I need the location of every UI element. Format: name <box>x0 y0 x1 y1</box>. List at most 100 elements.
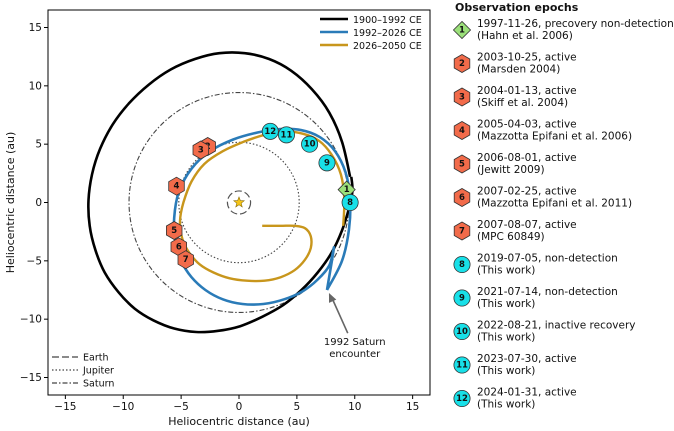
epoch-legend-marker-12-number: 12 <box>456 394 468 404</box>
observation-marker-12-shape <box>261 122 279 140</box>
epoch-legend-marker-1-number: 1 <box>459 26 465 36</box>
orbit-series-2 <box>172 127 352 306</box>
epoch-legend-date-2: 2003-10-25, active <box>477 52 577 64</box>
epoch-legend-marker-4: 4 <box>453 121 471 140</box>
observation-marker-4: 4 <box>168 176 185 196</box>
plot-area: 1992 Saturnencounter123456789101112 <box>87 51 386 360</box>
observation-marker-4-number: 4 <box>174 182 180 192</box>
observation-marker-8: 8 <box>341 193 359 211</box>
epoch-legend-date-3: 2004-01-13, active <box>477 85 577 97</box>
epoch-legend-marker-4-shape <box>453 121 471 140</box>
annotation-arrow-shaft <box>331 297 349 334</box>
epoch-legend: Observation epochs 1 1997-11-26, precovery… <box>452 1 674 411</box>
y-tick-label: 5 <box>35 139 42 151</box>
orbit-series-1 <box>87 51 354 334</box>
epoch-legend-marker-11-shape <box>453 356 471 374</box>
epoch-legend-marker-1: 1 <box>452 20 472 40</box>
epoch-legend-marker-10-number: 10 <box>456 327 468 337</box>
y-tick-label: 0 <box>35 197 42 209</box>
epoch-legend-marker-6-number: 6 <box>459 193 465 203</box>
annotation-text-line1: 1992 Saturn <box>324 337 386 348</box>
observation-marker-3-shape <box>192 140 210 160</box>
observation-marker-5-number: 5 <box>171 226 177 236</box>
epoch-legend-date-4: 2005-04-03, active <box>477 119 577 131</box>
epoch-legend-marker-8: 8 <box>453 255 471 273</box>
observation-marker-12-number: 12 <box>264 127 276 137</box>
orbit-legend-label-3: 2026–2050 CE <box>353 41 422 52</box>
epoch-legend-marker-11: 11 <box>453 356 471 374</box>
epoch-legend-marker-3-number: 3 <box>459 93 465 103</box>
epoch-legend-date-7: 2007-08-07, active <box>477 219 577 231</box>
x-tick-label: 5 <box>294 401 301 413</box>
planet-legend-label-jupiter: Jupiter <box>82 366 114 377</box>
epoch-legend-marker-2: 2 <box>453 54 471 73</box>
epoch-legend-marker-5: 5 <box>453 154 471 174</box>
epoch-legend-marker-2-number: 2 <box>459 59 465 69</box>
annotation-text-line2: encounter <box>329 349 381 360</box>
epoch-legend-marker-4-number: 4 <box>459 126 465 136</box>
epoch-legend-ref-10: (This work) <box>477 332 535 344</box>
y-tick-label: −10 <box>20 314 42 326</box>
x-tick-label: 0 <box>236 401 243 413</box>
epoch-legend-date-9: 2021-07-14, non-detection <box>477 286 618 298</box>
observation-marker-8-shape <box>341 193 359 211</box>
epoch-legend-date-11: 2023-07-30, active <box>477 353 577 365</box>
observation-marker-7: 7 <box>177 250 194 270</box>
epoch-legend-date-6: 2007-02-25, active <box>477 186 577 198</box>
observation-marker-10: 10 <box>301 135 319 153</box>
epoch-legend-ref-11: (This work) <box>477 365 535 377</box>
planet-legend-label-earth: Earth <box>83 353 108 364</box>
orbit-legend-label-1: 1900–1992 CE <box>353 15 422 26</box>
observation-marker-12: 12 <box>261 122 279 140</box>
y-tick-label: 15 <box>29 22 42 34</box>
epoch-legend-ref-2: (Marsden 2004) <box>477 64 560 76</box>
epoch-legend-marker-11-number: 11 <box>456 361 468 371</box>
epoch-legend-date-12: 2024-01-31, active <box>477 387 577 399</box>
epoch-legend-marker-3: 3 <box>453 87 471 107</box>
epoch-legend-marker-10: 10 <box>453 322 471 340</box>
x-tick-label: −10 <box>112 401 134 413</box>
epoch-legend-marker-2-shape <box>453 54 471 73</box>
epoch-legend-ref-4: (Mazzotta Epifani et al. 2006) <box>477 131 632 143</box>
observation-marker-11: 11 <box>277 126 295 144</box>
observation-marker-7-shape <box>177 250 194 270</box>
epoch-legend-marker-9: 9 <box>453 289 471 307</box>
orbit-earth <box>226 190 252 215</box>
epoch-legend-marker-7-number: 7 <box>459 227 465 237</box>
observation-marker-10-shape <box>301 135 319 153</box>
epoch-legend-ref-3: (Skiff et al. 2004) <box>477 97 568 109</box>
epoch-legend-marker-8-number: 8 <box>459 260 465 270</box>
observation-marker-11-shape <box>277 126 295 144</box>
x-axis-label: Heliocentric distance (au) <box>168 415 310 428</box>
epoch-legend-marker-7: 7 <box>453 221 471 241</box>
y-axis-label: Heliocentric distance (au) <box>4 132 17 274</box>
y-tick-label: 10 <box>29 80 42 92</box>
epoch-legend-ref-1: (Hahn et al. 2006) <box>477 30 573 42</box>
observation-marker-4-shape <box>168 176 185 196</box>
epoch-legend-ref-12: (This work) <box>477 399 535 411</box>
axes: −15 −10 −5 0 5 10 15−15−10−5051015Heliocentric… <box>4 9 431 428</box>
orbit-legend-label-2: 1992–2026 CE <box>353 28 422 39</box>
annotation-arrow-head <box>328 293 337 303</box>
observation-marker-8-number: 8 <box>347 198 353 208</box>
y-tick-label: −5 <box>27 255 42 267</box>
observation-marker-10-number: 10 <box>304 140 316 150</box>
x-tick-label: −15 <box>54 401 76 413</box>
observation-marker-6-number: 6 <box>176 242 182 252</box>
observation-marker-3-number: 3 <box>198 146 204 156</box>
observation-marker-5: 5 <box>165 221 183 240</box>
observation-marker-9-number: 9 <box>324 158 330 168</box>
planet-legend-label-saturn: Saturn <box>83 379 114 390</box>
epoch-legend-marker-8-shape <box>453 255 471 273</box>
epoch-legend-marker-9-number: 9 <box>459 294 465 304</box>
planet-legend: Earth Jupiter Saturn <box>52 353 114 390</box>
observation-marker-9-shape <box>318 154 336 172</box>
epoch-legend-marker-7-shape <box>453 221 471 241</box>
sun-star-marker <box>232 196 246 208</box>
epoch-legend-marker-6: 6 <box>453 188 471 207</box>
epoch-legend-ref-6: (Mazzotta Epifani et al. 2011) <box>477 198 632 210</box>
epoch-legend-marker-12: 12 <box>453 389 471 407</box>
orbit-jupiter <box>178 141 300 264</box>
epoch-legend-marker-6-shape <box>453 188 471 207</box>
epoch-legend-marker-1-shape <box>452 20 472 40</box>
